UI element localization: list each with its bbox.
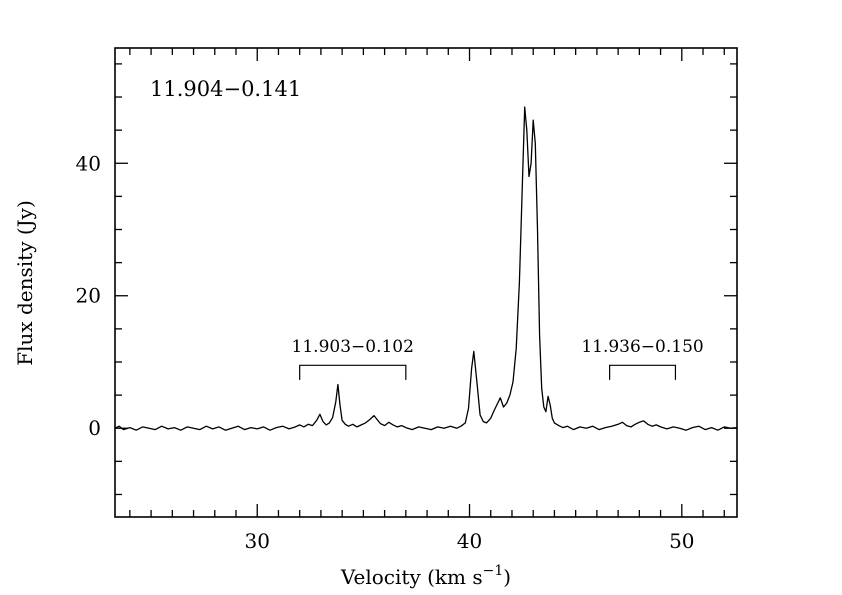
x-tick-label: 50 — [669, 529, 694, 553]
plot-frame — [114, 47, 738, 518]
x-axis-label-pre: Velocity (km s — [340, 565, 483, 589]
annotation-label: 11.903−0.102 — [292, 337, 414, 357]
x-tick-label: 30 — [245, 529, 270, 553]
annotation-bracket — [609, 364, 677, 380]
x-axis-label-post: ) — [503, 565, 511, 589]
annotation-label: 11.936−0.150 — [581, 337, 703, 357]
y-axis-label: Flux density (Jy) — [13, 200, 37, 366]
y-tick-label: 20 — [76, 284, 101, 308]
plot-dynamic-layer: 30 40 50 0 20 40 11.903−0.102 11.936−0.150 — [76, 47, 738, 553]
x-axis-label: Velocity (km s−1) — [340, 563, 511, 589]
annotation-bracket — [299, 364, 407, 380]
y-tick-label: 40 — [76, 151, 101, 175]
x-axis-label-superscript: −1 — [483, 563, 504, 579]
spectrum-line — [114, 106, 738, 431]
x-tick-label: 40 — [457, 529, 482, 553]
y-tick-label: 0 — [88, 416, 101, 440]
plot-title: 11.904−0.141 — [150, 77, 301, 101]
